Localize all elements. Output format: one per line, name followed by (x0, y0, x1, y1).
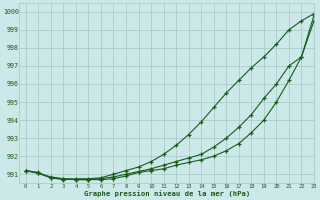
X-axis label: Graphe pression niveau de la mer (hPa): Graphe pression niveau de la mer (hPa) (84, 190, 250, 197)
